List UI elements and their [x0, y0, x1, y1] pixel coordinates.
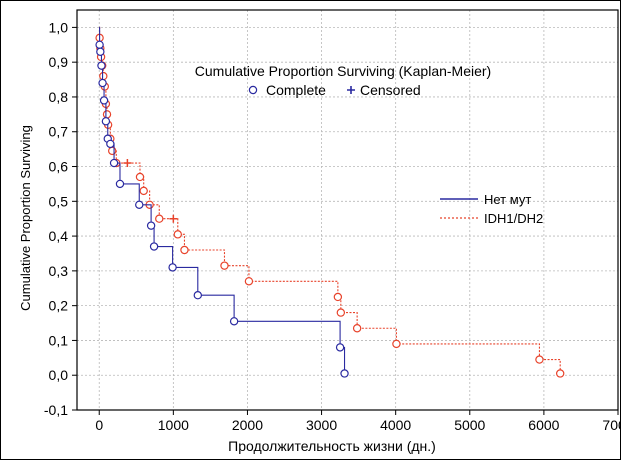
- y-axis-label: Cumulative Proportion Surviving: [18, 125, 33, 311]
- complete-point: [336, 308, 346, 317]
- y-tick-label: 0,6: [49, 159, 69, 175]
- complete-point: [99, 71, 108, 81]
- complete-point: [135, 200, 144, 209]
- complete-point: [220, 261, 229, 270]
- complete-point: [115, 179, 125, 189]
- series-0: [95, 26, 349, 378]
- series-legend: Нет мут IDH1/DH2: [440, 192, 543, 226]
- complete-point: [229, 317, 239, 326]
- legend-idh-label: IDH1/DH2: [484, 211, 543, 226]
- y-tick-label: 0,3: [49, 263, 69, 279]
- y-tick-label: 0,0: [49, 367, 69, 383]
- complete-point: [555, 369, 565, 378]
- complete-point: [146, 221, 156, 230]
- complete-point: [149, 242, 159, 251]
- complete-marker-icon: [248, 85, 258, 95]
- censored-point: [123, 159, 132, 168]
- censored-marker-icon: [347, 86, 355, 94]
- complete-point: [135, 172, 145, 182]
- x-tick-label: 0: [95, 417, 103, 433]
- complete-point: [535, 355, 544, 364]
- x-tick-label: 3000: [306, 417, 337, 433]
- legend-censored-label: Censored: [360, 82, 421, 98]
- legend-no-mut-label: Нет мут: [484, 192, 531, 207]
- axis-ticks: -0,1 0,0 0,1 0,2 0,3 0,4 0,5 0,6 0,7 0,8 0,9 1,0 0 10…: [44, 19, 621, 433]
- complete-point: [95, 40, 104, 49]
- x-tick-label: 7000: [602, 417, 621, 433]
- complete-point: [335, 343, 345, 352]
- complete-point: [108, 146, 117, 156]
- complete-point: [97, 61, 106, 70]
- y-tick-label: 0,9: [49, 54, 69, 70]
- x-tick-label: 6000: [528, 417, 559, 433]
- y-tick-label: 1,0: [49, 19, 69, 35]
- complete-point: [352, 324, 362, 333]
- complete-point: [173, 230, 182, 239]
- complete-point: [139, 186, 148, 196]
- x-tick-label: 4000: [380, 417, 411, 433]
- complete-point: [102, 110, 112, 119]
- x-tick-label: 2000: [232, 417, 263, 433]
- complete-point: [155, 214, 164, 223]
- y-tick-label: 0,7: [49, 124, 69, 140]
- complete-point: [109, 158, 119, 168]
- marker-legend: Complete Censored: [248, 82, 421, 98]
- y-tick-label: 0,1: [49, 332, 69, 348]
- complete-point: [168, 263, 177, 272]
- x-tick-label: 1000: [158, 417, 189, 433]
- complete-point: [180, 245, 189, 255]
- complete-point: [340, 369, 349, 378]
- chart-title: Cumulative Proportion Surviving (Kaplan-…: [195, 63, 491, 79]
- complete-point: [99, 96, 109, 105]
- complete-point: [98, 78, 107, 88]
- y-tick-label: 0,4: [49, 228, 69, 244]
- plot-frame: [76, 9, 619, 411]
- complete-point: [392, 339, 401, 349]
- legend-complete-label: Complete: [266, 82, 326, 98]
- censored-point: [169, 214, 178, 223]
- x-tick-label: 5000: [454, 417, 485, 433]
- y-tick-label: 0,8: [49, 89, 69, 105]
- x-axis-label: Продолжительность жизни (дн.): [228, 438, 436, 454]
- complete-point: [101, 117, 111, 126]
- y-tick-label: 0,2: [49, 298, 69, 314]
- y-tick-label: -0,1: [44, 402, 68, 418]
- y-tick-label: 0,5: [49, 193, 69, 209]
- complete-point: [106, 139, 115, 149]
- complete-point: [96, 47, 105, 56]
- complete-point: [333, 292, 343, 302]
- complete-point: [244, 277, 254, 286]
- series-layer: [95, 26, 565, 378]
- complete-point: [193, 291, 202, 300]
